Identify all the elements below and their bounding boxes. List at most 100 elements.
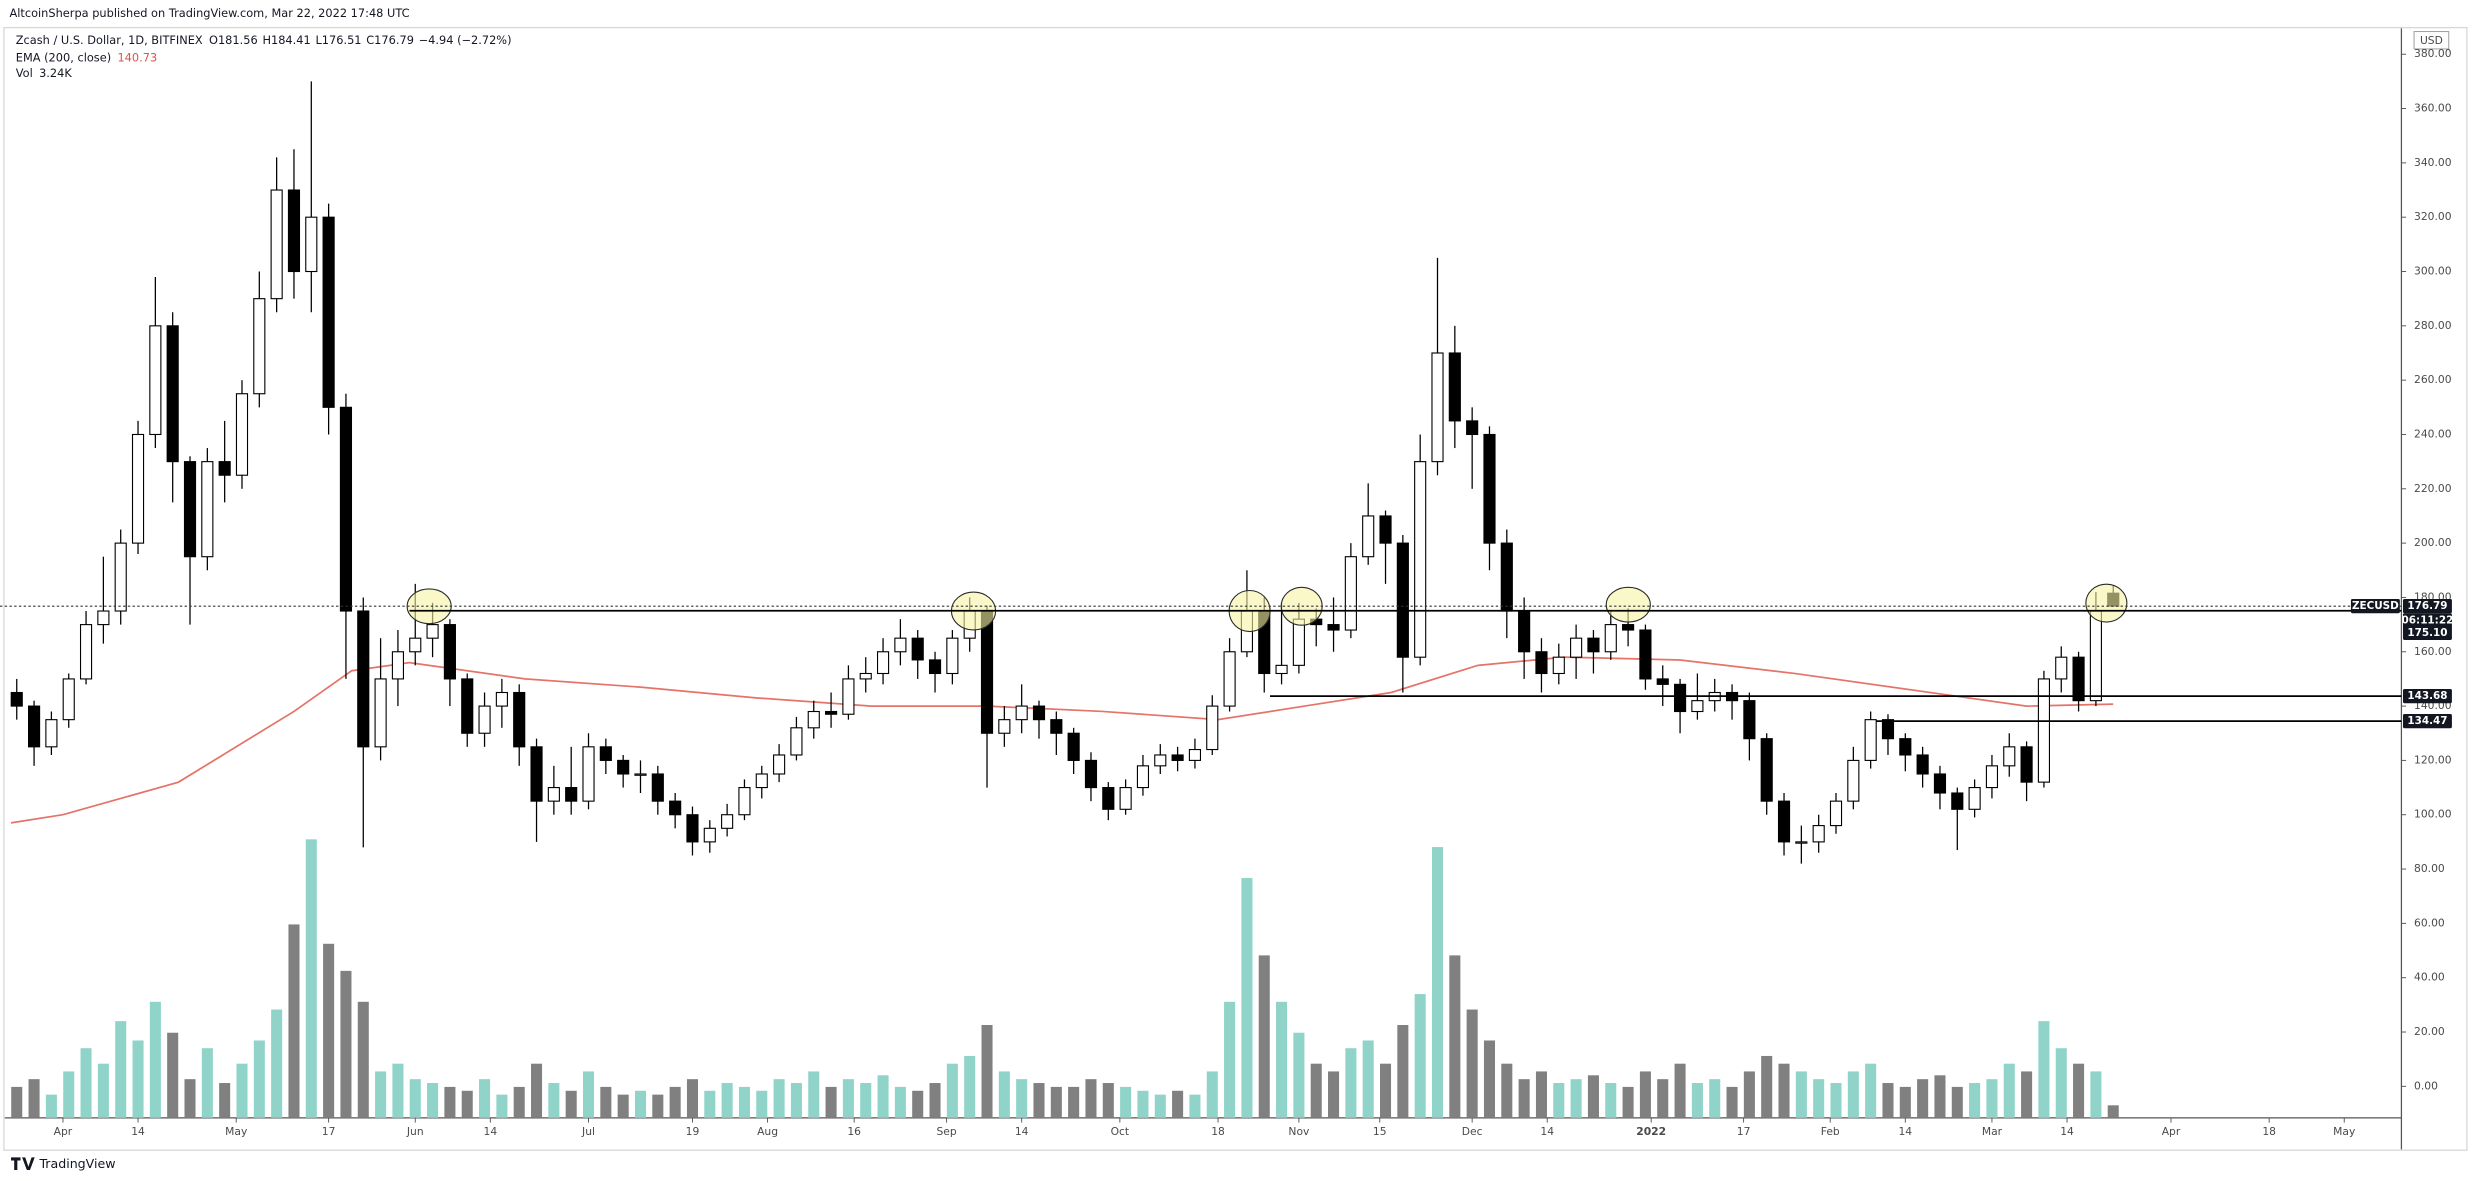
candle-body <box>426 624 439 639</box>
candle-body <box>1136 765 1150 789</box>
x-tick-label: 14 <box>2060 1125 2074 1138</box>
volume-bar <box>1501 1063 1513 1118</box>
symbol-tag: ZECUSD <box>2352 600 2399 612</box>
volume-bar <box>860 1083 872 1118</box>
candle-body <box>565 787 578 802</box>
volume-bar <box>686 1079 698 1118</box>
candle-body <box>1275 664 1288 675</box>
level-tag: 175.10 <box>2407 627 2447 639</box>
x-tick-label: 17 <box>1737 1125 1751 1138</box>
volume-bar <box>1380 1063 1392 1118</box>
volume-bar <box>2021 1071 2033 1118</box>
x-tick-label: Mar <box>1982 1125 2003 1138</box>
volume-bar <box>773 1079 785 1118</box>
brand-logo <box>11 1157 35 1170</box>
volume-bar <box>184 1079 196 1118</box>
volume-bar <box>634 1090 647 1118</box>
candle-body <box>461 678 474 734</box>
level-tag-bg <box>2402 625 2452 640</box>
candle-body <box>738 787 751 816</box>
volume-bar <box>704 1090 716 1118</box>
volume-bar <box>1934 1075 1946 1118</box>
volume-bar <box>808 1071 820 1118</box>
y-tick-label: 100.00 <box>2414 808 2452 821</box>
x-tick-label: 16 <box>847 1125 861 1138</box>
volume-bar <box>1553 1083 1565 1118</box>
candle-body <box>1604 624 1617 653</box>
volume-bar <box>444 1086 456 1118</box>
candle-body <box>2055 656 2068 680</box>
x-tick-label: 14 <box>1898 1125 1912 1138</box>
candle-body <box>131 433 145 544</box>
low: L176.51 <box>315 33 361 47</box>
candle-body <box>443 624 456 680</box>
candle-body <box>10 691 23 707</box>
volume-bar <box>375 1071 387 1118</box>
volume-bar <box>1362 1040 1374 1118</box>
candle-body <box>634 773 647 776</box>
x-tick-label: 14 <box>131 1125 145 1138</box>
x-tick-label: Nov <box>1288 1125 1310 1138</box>
candle-body <box>582 746 595 802</box>
volume-bar <box>1224 1001 1236 1118</box>
volume-bar <box>97 1063 109 1118</box>
volume-bar <box>323 943 335 1118</box>
x-tick-label: Apr <box>2162 1125 2181 1138</box>
volume-bar <box>1795 1071 1807 1118</box>
volume-bar <box>2073 1063 2085 1118</box>
volume-bar <box>1258 955 1270 1118</box>
volume-bar <box>825 1086 837 1118</box>
highlight-ellipse <box>2085 583 2128 623</box>
candle-body <box>1154 754 1167 767</box>
candle-body <box>1119 787 1132 810</box>
volume-bar <box>63 1071 75 1118</box>
volume-bar <box>132 1040 144 1118</box>
volume-bar <box>1154 1094 1166 1118</box>
candle-body <box>1760 738 1773 802</box>
volume-bar <box>1172 1090 1184 1118</box>
x-tick-label: Jun <box>406 1125 424 1138</box>
price-tag-bg <box>2402 599 2452 614</box>
level-tag: 134.47 <box>2407 715 2447 727</box>
candle-body <box>1500 542 1513 612</box>
volume-bar <box>2107 1105 2119 1118</box>
volume-bar <box>2090 1071 2102 1118</box>
volume-bar <box>1847 1071 1859 1118</box>
ema-line: EMA (200, close) 140.73 <box>16 50 157 64</box>
x-tick-label: 14 <box>1540 1125 1554 1138</box>
candle-body <box>1466 420 1479 436</box>
volume-bar <box>1206 1071 1218 1118</box>
candle-body <box>790 727 803 756</box>
candle-body <box>911 637 924 661</box>
volume-bar <box>1605 1083 1617 1118</box>
brand: TradingView <box>38 1156 115 1171</box>
volume-bar <box>1951 1086 1963 1118</box>
volume-bar <box>1778 1063 1790 1118</box>
candle-body <box>253 298 266 395</box>
volume-bar <box>513 1086 525 1118</box>
candle-body <box>1829 800 1843 827</box>
symbol-line: Zcash / U.S. Dollar, 1D, BITFINEX O181.56… <box>16 33 512 47</box>
candle-body <box>755 773 768 789</box>
y-tick-label: 320.00 <box>2414 210 2452 223</box>
candle-body <box>305 216 318 273</box>
candle-body <box>1188 748 1202 761</box>
candle-body <box>1777 800 1791 843</box>
symbol-tag-bg <box>2350 599 2400 614</box>
candle-body <box>2089 610 2102 702</box>
candle-body <box>1881 719 1895 740</box>
candle-body <box>2020 746 2033 783</box>
volume-bar <box>1102 1083 1114 1118</box>
volume-bar <box>167 1032 179 1118</box>
candle-body <box>45 719 58 748</box>
candle-body <box>1067 732 1080 761</box>
vol-label: Vol <box>16 66 33 80</box>
candle-body <box>357 610 370 748</box>
volume-bar <box>1518 1079 1530 1118</box>
x-tick-label: 17 <box>322 1125 336 1138</box>
frame <box>3 26 2468 1151</box>
candle-body <box>97 610 110 626</box>
volume-bar <box>1969 1083 1981 1118</box>
